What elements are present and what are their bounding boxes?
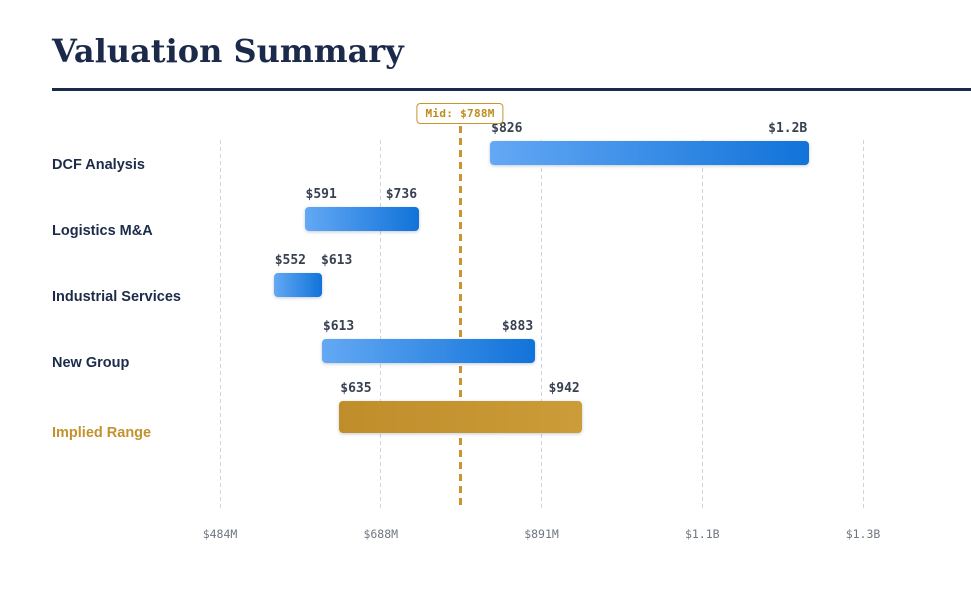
bar-high-value: $883 xyxy=(501,319,534,334)
axis-tick-label: $1.3B xyxy=(845,527,881,541)
axis-tick-label: $484M xyxy=(202,527,238,541)
bar-high-value: $613 xyxy=(321,253,353,268)
bar-low-value: $635 xyxy=(340,381,372,396)
axis-gridline xyxy=(541,140,542,510)
category-label-new-group: New Group xyxy=(52,355,130,371)
axis-gridline xyxy=(380,140,382,510)
bar-high-value: $942 xyxy=(548,381,580,396)
page-title: Valuation Summary xyxy=(52,32,404,70)
axis-tick-label: $891M xyxy=(524,527,559,541)
category-label-implied-range: Implied Range xyxy=(52,425,152,441)
bar-high-value: $1.2B xyxy=(768,121,808,136)
range-bar-logistics-m-a xyxy=(304,207,420,231)
category-label-logistics-m-a: Logistics M&A xyxy=(52,223,153,239)
bar-high-value: $736 xyxy=(385,187,418,202)
axis-gridline xyxy=(701,140,703,510)
category-label-industrial-services: Industrial Services xyxy=(52,289,181,305)
axis-tick-label: $1.1B xyxy=(684,527,720,541)
range-bar-new-group xyxy=(321,339,536,363)
bar-low-value: $552 xyxy=(274,253,307,268)
axis-gridline xyxy=(862,140,864,510)
range-bar-dcf-analysis xyxy=(490,141,810,165)
bar-low-value: $613 xyxy=(322,319,355,334)
axis-gridline xyxy=(219,140,221,510)
range-bar-industrial-services xyxy=(273,273,322,297)
axis-tick-label: $688M xyxy=(363,527,399,541)
midpoint-badge: Mid: $788M xyxy=(416,103,504,124)
category-label-dcf-analysis: DCF Analysis xyxy=(52,157,145,173)
title-rule xyxy=(52,88,971,91)
midpoint-line xyxy=(458,126,462,510)
bar-low-value: $591 xyxy=(305,187,337,202)
